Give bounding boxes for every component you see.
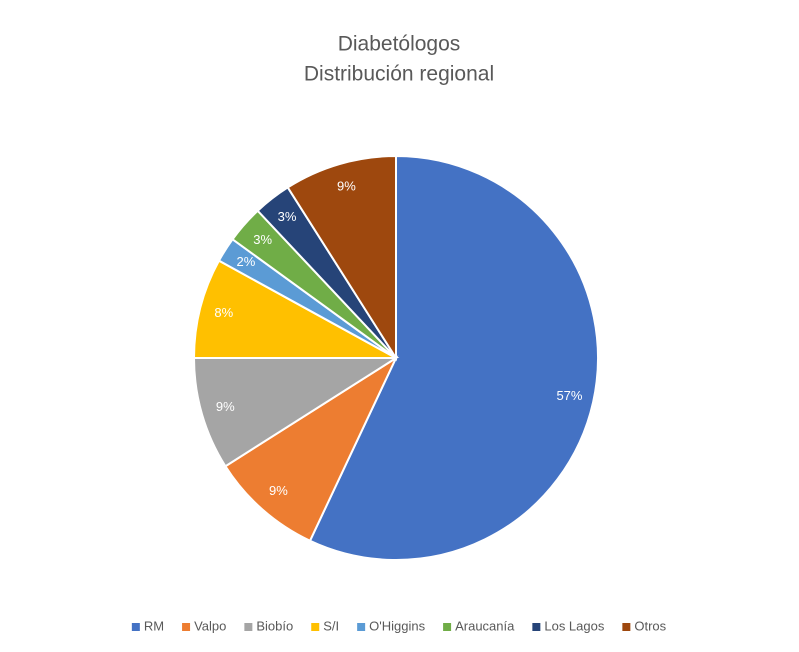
data-label: 57% bbox=[556, 388, 582, 403]
data-label: 8% bbox=[214, 305, 233, 320]
chart-title: Diabetólogos bbox=[338, 33, 461, 56]
data-label: 9% bbox=[337, 179, 356, 194]
legend-label: RM bbox=[144, 618, 164, 633]
pie-slice bbox=[192, 357, 400, 468]
chart-subtitle: Distribución regional bbox=[304, 63, 494, 86]
legend-label: Valpo bbox=[194, 618, 226, 633]
legend-label: O'Higgins bbox=[369, 618, 425, 633]
legend-swatch bbox=[182, 623, 191, 631]
legend-swatch bbox=[357, 623, 366, 631]
data-label: 3% bbox=[253, 232, 272, 247]
pie-slice bbox=[192, 259, 397, 359]
legend-swatch bbox=[311, 623, 320, 631]
legend-label: Otros bbox=[634, 618, 666, 633]
data-label: 2% bbox=[237, 254, 256, 269]
legend-label: Biobío bbox=[256, 618, 293, 633]
legend-swatch bbox=[131, 623, 140, 631]
legend-swatch bbox=[622, 623, 631, 631]
pie-slice bbox=[308, 154, 599, 561]
legend-swatch bbox=[443, 623, 452, 631]
legend-label: Los Lagos bbox=[544, 618, 604, 633]
pie-slice bbox=[224, 355, 399, 543]
legend-swatch bbox=[244, 623, 253, 631]
data-label: 9% bbox=[216, 399, 235, 414]
pie-slice bbox=[286, 154, 397, 362]
legend-label: S/I bbox=[323, 618, 339, 633]
legend-label: Araucanía bbox=[455, 618, 515, 633]
data-label: 3% bbox=[278, 209, 297, 224]
data-label: 9% bbox=[269, 483, 288, 498]
legend-swatch bbox=[532, 623, 541, 631]
